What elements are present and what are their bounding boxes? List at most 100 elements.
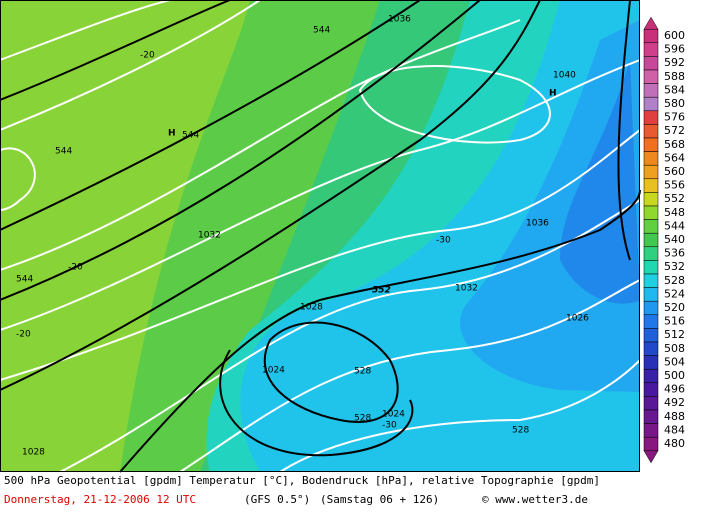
contour: [0, 0, 171, 61]
legend-label: 484: [664, 423, 685, 436]
legend-label: 504: [664, 355, 685, 368]
legend-label: 556: [664, 179, 685, 192]
legend-label: 572: [664, 124, 685, 137]
legend-label: 540: [664, 233, 685, 246]
contour: [0, 0, 231, 101]
contour: [219, 349, 414, 457]
map: 1036 1040 H 544 -20 H 544 544 1032 -30 1…: [0, 0, 641, 473]
footer-run: (Samstag 06 + 126): [320, 493, 439, 506]
legend-label: 480: [664, 437, 685, 450]
map-label: -20: [140, 51, 155, 61]
legend-swatch: [643, 151, 659, 166]
legend-label: 532: [664, 260, 685, 273]
legend-label: 492: [664, 396, 685, 409]
contour: [0, 0, 541, 391]
map-label: H: [168, 129, 176, 139]
legend-swatch: [643, 96, 659, 112]
contour: [358, 65, 551, 144]
footer-description: 500 hPa Geopotential [gpdm] Temperatur […: [4, 474, 600, 487]
legend-swatch: [643, 273, 659, 288]
legend-swatch: [643, 423, 659, 438]
legend-swatch: [643, 396, 659, 411]
legend-swatch: [643, 260, 659, 275]
map-frame: [0, 0, 640, 472]
footer: 500 hPa Geopotential [gpdm] Temperatur […: [4, 474, 600, 506]
legend-swatch: [643, 232, 659, 248]
legend-label: 496: [664, 383, 685, 396]
legend-swatch: [643, 246, 659, 261]
footer-model: (GFS 0.5°): [244, 493, 310, 506]
legend-label: 520: [664, 301, 685, 314]
legend-label: 560: [664, 165, 685, 178]
geopotential-lines: [0, 0, 641, 473]
legend-swatch: [643, 69, 659, 84]
map-label: 1036: [388, 15, 411, 25]
map-label: 1036: [526, 219, 549, 229]
map-label: 544: [313, 26, 330, 36]
legend-label: 548: [664, 206, 685, 219]
isotherms: [0, 0, 641, 473]
legend-label: 552: [664, 192, 685, 205]
legend-swatch: [643, 42, 659, 57]
legend-label: 488: [664, 410, 685, 423]
contour: [0, 0, 481, 301]
map-label: 1024: [382, 410, 405, 420]
map-label: 1028: [22, 448, 45, 458]
legend-swatch: [643, 164, 659, 180]
legend-swatch: [643, 56, 659, 71]
legend-swatch: [643, 314, 659, 329]
legend-label: 536: [664, 247, 685, 260]
legend-arrow-top: [643, 16, 659, 30]
legend-swatch: [643, 83, 659, 98]
map-label: 1032: [198, 231, 221, 241]
map-label: 544: [55, 147, 72, 157]
legend-label: 580: [664, 97, 685, 110]
legend-swatch: [643, 137, 659, 152]
legend-label: 596: [664, 43, 685, 56]
contour: [279, 359, 641, 473]
map-label: 1028: [300, 303, 323, 313]
legend-label: 568: [664, 138, 685, 151]
legend-swatch: [643, 409, 659, 424]
map-label: 552: [372, 286, 391, 296]
map-label: 544: [16, 275, 33, 285]
legend-swatch: [643, 382, 659, 397]
legend-label: 528: [664, 274, 685, 287]
contour: [119, 189, 641, 473]
contour: [0, 19, 521, 271]
legend-label: 544: [664, 219, 685, 232]
legend-swatch: [643, 368, 659, 384]
legend-arrow-bottom: [643, 450, 659, 464]
map-label: -20: [68, 263, 83, 273]
legend-swatch: [643, 110, 659, 125]
map-label: 528: [512, 426, 529, 436]
legend-label: 584: [664, 83, 685, 96]
legend-swatch: [643, 328, 659, 343]
legend-label: 592: [664, 56, 685, 69]
contour: [0, 0, 421, 231]
map-label: -30: [382, 421, 397, 431]
contour: [263, 321, 399, 423]
legend-label: 600: [664, 29, 685, 42]
legend-swatch: [643, 300, 659, 316]
contour: [0, 0, 261, 131]
map-label: 1032: [455, 284, 478, 294]
legend-swatch: [643, 205, 659, 220]
legend-swatch: [643, 355, 659, 370]
legend-swatch: [643, 178, 659, 193]
map-label: 528: [354, 367, 371, 377]
map-label: H: [549, 89, 557, 99]
region: [460, 20, 640, 392]
legend-label: 512: [664, 328, 685, 341]
legend-label: 508: [664, 342, 685, 355]
legend-swatch: [643, 436, 659, 452]
contour: [617, 0, 631, 261]
contour: [0, 59, 641, 331]
map-label: -30: [436, 236, 451, 246]
map-labels: 1036 1040 H 544 -20 H 544 544 1032 -30 1…: [16, 15, 589, 458]
legend-swatch: [643, 192, 659, 207]
contour: [179, 279, 641, 473]
legend-label: 500: [664, 369, 685, 382]
legend-label: 576: [664, 111, 685, 124]
